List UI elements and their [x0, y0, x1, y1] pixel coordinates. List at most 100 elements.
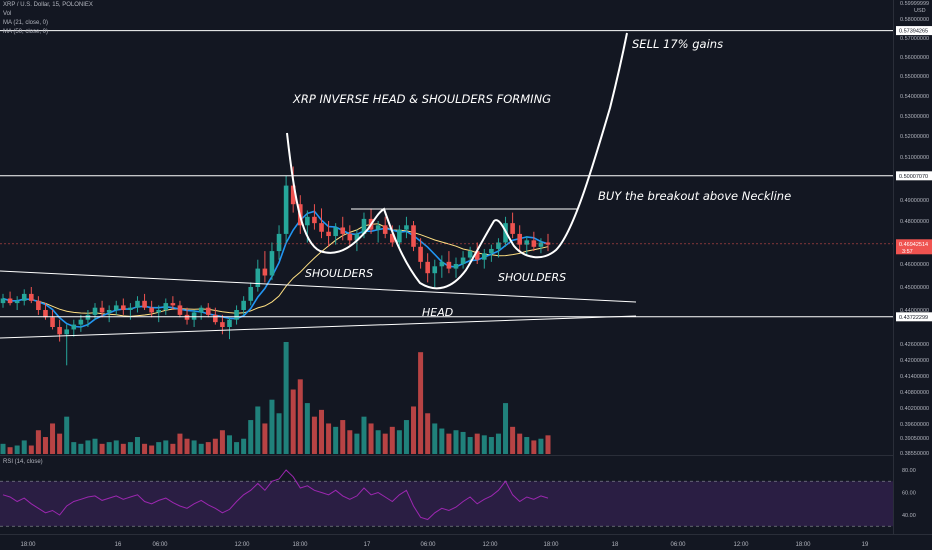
candle-body	[305, 216, 310, 226]
candle-body	[57, 327, 62, 335]
price-tick-label: 0.40800000	[900, 390, 929, 396]
price-tick-label: 0.54000000	[900, 94, 929, 100]
candle-body	[170, 303, 176, 306]
volume-bar	[205, 442, 211, 454]
volume-bar	[219, 430, 225, 454]
candle-body	[510, 223, 515, 234]
candle-body	[71, 324, 77, 330]
candle-body	[142, 300, 147, 308]
lower-trendline	[0, 315, 637, 339]
volume-bar	[311, 416, 317, 454]
volume-bar	[304, 403, 310, 454]
volume-bar	[538, 438, 544, 454]
candle-body	[99, 307, 105, 313]
candle-body	[198, 307, 204, 313]
volume-bar	[439, 428, 445, 454]
candle-body	[7, 298, 13, 304]
candle-body	[439, 261, 445, 267]
candle-body	[0, 298, 6, 304]
candle-body	[474, 251, 480, 260]
volume-bar	[319, 409, 325, 454]
candle-body	[524, 240, 530, 245]
pattern-title: XRP INVERSE HEAD & SHOULDERS FORMING	[292, 92, 551, 106]
rsi-tick-label: 80.00	[902, 468, 916, 474]
volume-bar	[71, 442, 77, 454]
rsi-legend: RSI (14, close)	[3, 459, 43, 465]
price-label-box	[896, 239, 932, 255]
candle-body	[128, 307, 133, 310]
time-tick-label: 12:00	[733, 542, 749, 548]
volume-bar	[467, 437, 473, 454]
time-tick-label: 18:00	[543, 542, 559, 548]
price-tick-label: 0.38550000	[900, 451, 929, 457]
price-tick-label: 0.58000000	[900, 17, 929, 23]
price-tick-label: 0.42000000	[900, 358, 929, 364]
candle-body	[92, 307, 98, 315]
volume-bar	[389, 426, 395, 454]
volume-bar	[474, 433, 480, 454]
candle-body	[361, 218, 367, 234]
candle-body	[397, 229, 402, 243]
rsi-tick-label: 60.00	[902, 491, 916, 497]
volume-bar	[134, 437, 140, 454]
candle-body	[156, 310, 162, 313]
volume-bar	[113, 440, 119, 454]
candle-body	[333, 227, 338, 237]
volume-bar	[170, 443, 176, 454]
candle-body	[191, 312, 197, 320]
time-tick-label: 18:00	[292, 542, 308, 548]
upper-trendline	[0, 270, 637, 303]
price-tick-label: 0.39600000	[900, 422, 929, 428]
price-tick-label: 0.39050000	[900, 436, 929, 442]
candle-body	[78, 319, 84, 325]
volume-bar	[382, 433, 388, 454]
price-tick-label: 0.52000000	[900, 134, 929, 140]
volume-bar	[276, 413, 282, 454]
volume-bar	[35, 430, 41, 454]
candle-body	[220, 322, 225, 327]
volume-bar	[347, 430, 353, 454]
price-tick-label: 0.49000000	[900, 198, 929, 204]
volume-bar	[510, 426, 516, 454]
price-tick-label: 0.56000000	[900, 55, 929, 61]
left-shoulder-label: SHOULDERS	[305, 267, 373, 280]
candle-body	[404, 225, 409, 230]
time-tick-label: 06:00	[152, 542, 168, 548]
candle-body	[227, 319, 232, 327]
ma21-legend: MA (21, close, 0)	[3, 20, 49, 26]
candle-body	[106, 310, 112, 313]
volume-bar	[432, 423, 438, 454]
time-tick-label: 17	[364, 542, 371, 548]
volume-bar	[99, 443, 105, 454]
candle-body	[262, 268, 268, 276]
price-label-text: 0.43722299	[899, 315, 928, 321]
candle-body	[29, 293, 34, 301]
right-shoulder-label: SHOULDERS	[498, 271, 566, 284]
candle-body	[382, 225, 388, 234]
volume-bar	[460, 431, 466, 454]
time-tick-label: 19	[862, 542, 869, 548]
volume-bar	[545, 435, 551, 454]
volume-bar	[241, 438, 247, 454]
candle-body	[276, 233, 282, 252]
candle-body	[425, 261, 430, 274]
volume-bar	[57, 433, 63, 454]
volume-bar	[375, 430, 381, 454]
volume-bar	[248, 420, 254, 454]
candle-body	[113, 305, 119, 310]
candle-body	[269, 251, 275, 276]
volume-bar	[212, 438, 218, 454]
volume-bar	[226, 435, 232, 454]
candle-body	[446, 261, 452, 269]
candle-body	[50, 317, 55, 327]
candle-body	[517, 233, 522, 245]
candle-body	[481, 253, 487, 260]
volume-bar	[326, 423, 332, 454]
pattern-curve	[286, 32, 628, 290]
volume-legend: Vol	[3, 11, 12, 17]
candle-body	[177, 305, 183, 315]
rsi-band	[0, 481, 893, 527]
candle-body	[36, 300, 41, 310]
volume-bar	[481, 435, 487, 454]
